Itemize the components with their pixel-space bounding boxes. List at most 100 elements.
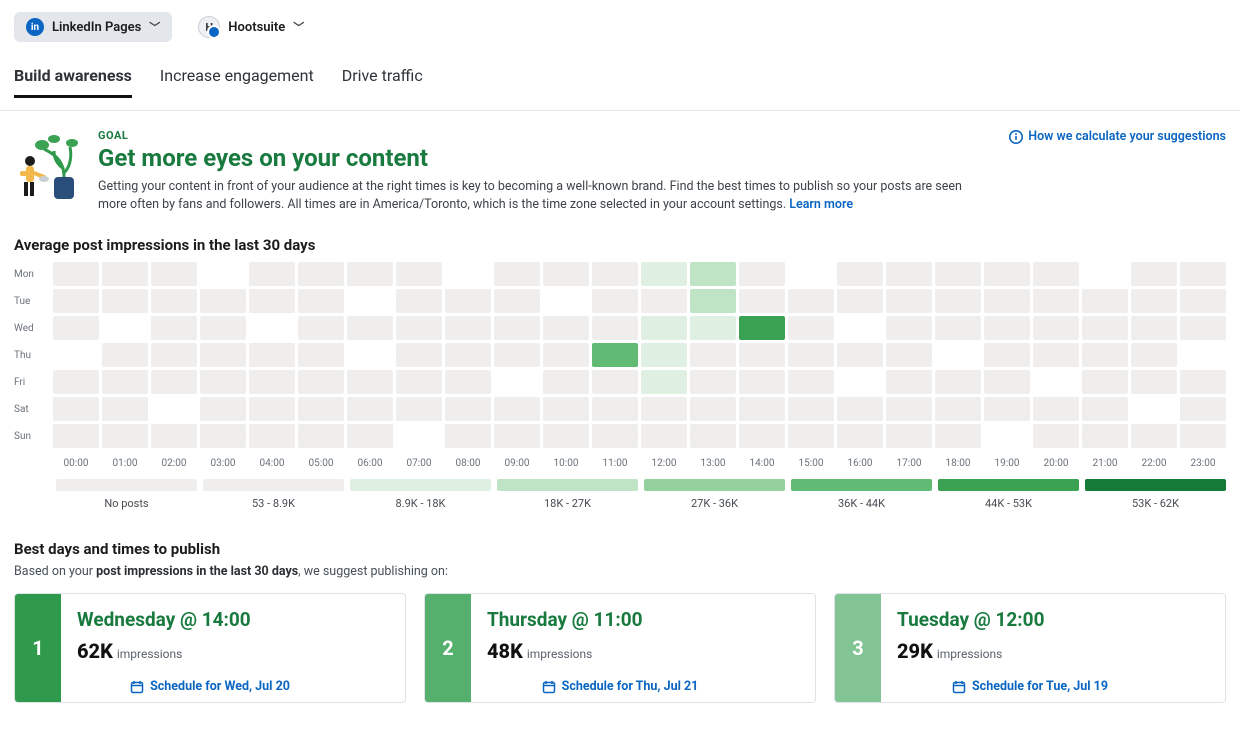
heatmap-cell[interactable] — [298, 343, 344, 367]
heatmap-cell[interactable] — [494, 424, 540, 448]
heatmap-cell[interactable] — [102, 424, 148, 448]
heatmap-cell[interactable] — [592, 397, 638, 421]
heatmap-cell[interactable] — [1082, 370, 1128, 394]
heatmap-cell[interactable] — [445, 289, 491, 313]
heatmap-cell[interactable] — [1180, 424, 1226, 448]
heatmap-cell[interactable] — [494, 316, 540, 340]
heatmap-cell[interactable] — [298, 316, 344, 340]
heatmap-cell[interactable] — [788, 289, 834, 313]
heatmap-cell[interactable] — [347, 262, 393, 286]
schedule-button[interactable]: Schedule for Wed, Jul 20 — [15, 679, 405, 694]
learn-more-link[interactable]: Learn more — [789, 197, 853, 212]
heatmap-cell[interactable] — [984, 289, 1030, 313]
heatmap-cell[interactable] — [592, 289, 638, 313]
heatmap-cell[interactable] — [1082, 397, 1128, 421]
heatmap-cell[interactable] — [1180, 343, 1226, 367]
heatmap-cell[interactable] — [1180, 316, 1226, 340]
heatmap-cell[interactable] — [249, 397, 295, 421]
heatmap-cell[interactable] — [1082, 262, 1128, 286]
heatmap-cell[interactable] — [1131, 289, 1177, 313]
network-selector[interactable]: in LinkedIn Pages ﹀ — [14, 12, 172, 42]
heatmap-cell[interactable] — [837, 370, 883, 394]
heatmap-cell[interactable] — [396, 262, 442, 286]
heatmap-cell[interactable] — [935, 316, 981, 340]
heatmap-cell[interactable] — [886, 397, 932, 421]
heatmap-cell[interactable] — [298, 424, 344, 448]
heatmap-cell[interactable] — [641, 262, 687, 286]
heatmap-cell[interactable] — [445, 397, 491, 421]
schedule-button[interactable]: Schedule for Tue, Jul 19 — [835, 679, 1225, 694]
heatmap-cell[interactable] — [592, 370, 638, 394]
heatmap-cell[interactable] — [984, 343, 1030, 367]
heatmap-cell[interactable] — [788, 424, 834, 448]
heatmap-cell[interactable] — [641, 397, 687, 421]
heatmap-cell[interactable] — [249, 343, 295, 367]
heatmap-cell[interactable] — [641, 370, 687, 394]
heatmap-cell[interactable] — [494, 397, 540, 421]
heatmap-cell[interactable] — [886, 424, 932, 448]
heatmap-cell[interactable] — [788, 262, 834, 286]
heatmap-cell[interactable] — [984, 370, 1030, 394]
heatmap-cell[interactable] — [935, 343, 981, 367]
heatmap-cell[interactable] — [886, 316, 932, 340]
heatmap-cell[interactable] — [298, 289, 344, 313]
heatmap-cell[interactable] — [445, 424, 491, 448]
heatmap-cell[interactable] — [543, 370, 589, 394]
heatmap-cell[interactable] — [53, 424, 99, 448]
heatmap-cell[interactable] — [347, 289, 393, 313]
heatmap-cell[interactable] — [445, 370, 491, 394]
heatmap-cell[interactable] — [1131, 343, 1177, 367]
heatmap-cell[interactable] — [102, 289, 148, 313]
heatmap-cell[interactable] — [396, 424, 442, 448]
heatmap-cell[interactable] — [837, 397, 883, 421]
heatmap-cell[interactable] — [249, 289, 295, 313]
heatmap-cell[interactable] — [837, 343, 883, 367]
heatmap-cell[interactable] — [984, 424, 1030, 448]
heatmap-cell[interactable] — [837, 424, 883, 448]
heatmap-cell[interactable] — [837, 289, 883, 313]
heatmap-cell[interactable] — [200, 397, 246, 421]
heatmap-cell[interactable] — [102, 397, 148, 421]
heatmap-cell[interactable] — [543, 343, 589, 367]
heatmap-cell[interactable] — [739, 397, 785, 421]
heatmap-cell[interactable] — [396, 343, 442, 367]
heatmap-cell[interactable] — [347, 370, 393, 394]
heatmap-cell[interactable] — [739, 262, 785, 286]
heatmap-cell[interactable] — [200, 370, 246, 394]
heatmap-cell[interactable] — [1180, 370, 1226, 394]
heatmap-cell[interactable] — [690, 289, 736, 313]
heatmap-cell[interactable] — [1033, 343, 1079, 367]
heatmap-cell[interactable] — [200, 262, 246, 286]
heatmap-cell[interactable] — [249, 370, 295, 394]
heatmap-cell[interactable] — [494, 370, 540, 394]
heatmap-cell[interactable] — [249, 424, 295, 448]
heatmap-cell[interactable] — [200, 316, 246, 340]
heatmap-cell[interactable] — [347, 397, 393, 421]
heatmap-cell[interactable] — [1033, 262, 1079, 286]
heatmap-cell[interactable] — [592, 424, 638, 448]
tab-drive-traffic[interactable]: Drive traffic — [342, 66, 423, 98]
heatmap-cell[interactable] — [151, 370, 197, 394]
heatmap-cell[interactable] — [886, 262, 932, 286]
heatmap-cell[interactable] — [690, 343, 736, 367]
heatmap-cell[interactable] — [298, 397, 344, 421]
heatmap-cell[interactable] — [984, 262, 1030, 286]
heatmap-cell[interactable] — [53, 343, 99, 367]
heatmap-cell[interactable] — [151, 289, 197, 313]
heatmap-cell[interactable] — [53, 262, 99, 286]
heatmap-cell[interactable] — [102, 316, 148, 340]
heatmap-cell[interactable] — [641, 343, 687, 367]
heatmap-cell[interactable] — [543, 316, 589, 340]
heatmap-cell[interactable] — [641, 289, 687, 313]
heatmap-cell[interactable] — [837, 262, 883, 286]
heatmap-cell[interactable] — [53, 370, 99, 394]
heatmap-cell[interactable] — [151, 424, 197, 448]
heatmap-cell[interactable] — [1033, 397, 1079, 421]
heatmap-cell[interactable] — [53, 316, 99, 340]
heatmap-cell[interactable] — [788, 397, 834, 421]
heatmap-cell[interactable] — [592, 343, 638, 367]
heatmap-cell[interactable] — [200, 424, 246, 448]
heatmap-cell[interactable] — [347, 424, 393, 448]
heatmap-cell[interactable] — [1082, 343, 1128, 367]
heatmap-cell[interactable] — [53, 289, 99, 313]
